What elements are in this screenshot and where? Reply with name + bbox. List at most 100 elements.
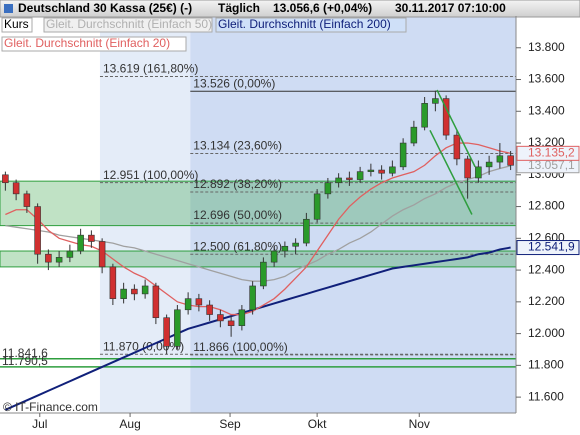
fib-label: 12.892 (38,20%)	[193, 177, 282, 191]
candle-body	[152, 285, 160, 319]
fib-label: 11.870 (0,00%)	[103, 339, 184, 353]
candle-body	[410, 126, 418, 144]
candle-body	[109, 266, 117, 299]
y-tick-label: 12.400	[528, 262, 565, 276]
legend-box	[43, 17, 213, 33]
horizontal-line-label: 11.790,5	[2, 354, 48, 368]
legend-box	[1, 36, 187, 52]
candle-body	[195, 298, 203, 306]
header-timestamp: 30.11.2017 07:10:00	[395, 1, 506, 15]
candle-body	[464, 158, 471, 179]
zone	[0, 250, 517, 268]
candle-body	[184, 298, 192, 311]
price-box	[516, 145, 580, 161]
plot-area: 11.841,611.790,5 13.619 (161,80%) 12.951 (…	[0, 16, 517, 413]
legend-entry: Gleit. Durchschnitt (Einfach 200)	[218, 17, 391, 31]
candle-body	[453, 134, 461, 160]
x-tick-label: Okt	[308, 417, 327, 431]
y-tick-label: 12.200	[528, 294, 565, 308]
candle-body	[12, 182, 20, 195]
candle-body	[163, 317, 170, 347]
fib-label: 12.696 (50,00%)	[193, 208, 282, 222]
price-box-label: 13.057,1	[528, 158, 575, 172]
candle-body	[324, 182, 332, 195]
y-tick-label: 11.600	[528, 389, 564, 403]
y-tick-label: 13.400	[528, 103, 565, 117]
candle-body	[238, 309, 246, 326]
candle-body	[389, 166, 396, 174]
candle-body	[378, 169, 385, 174]
candle-body	[45, 253, 52, 263]
candle-body	[442, 98, 450, 136]
trendline	[429, 130, 473, 215]
price-box-label: 13.135,2	[528, 146, 575, 160]
candle-body	[77, 234, 84, 252]
candle-body	[485, 161, 493, 168]
y-tick-label: 13.600	[528, 72, 565, 86]
candle-body	[2, 174, 9, 184]
horizontal-line-label: 11.841,6	[2, 346, 48, 360]
header-title: Deutschland 30 Kassa (25€) (-)	[18, 1, 192, 15]
candle-body	[356, 171, 364, 180]
header-interval: Täglich	[218, 1, 260, 15]
fib-label: 13.526 (0,00%)	[193, 76, 275, 90]
candle-body	[34, 206, 41, 255]
candle-body	[249, 285, 256, 311]
candle-body	[174, 309, 181, 347]
fib-shade	[190, 16, 516, 413]
x-tick-label: Nov	[409, 417, 430, 431]
candle-body	[421, 103, 428, 128]
candle-body	[432, 98, 439, 104]
candle-body	[206, 304, 213, 315]
legend-entry: Gleit. Durchschnitt (Einfach 20)	[4, 36, 170, 50]
legend-entry: Gleit. Durchschnitt (Einfach 50)	[46, 17, 212, 31]
legend-box	[1, 17, 33, 33]
trendline	[436, 89, 476, 168]
fib-label: 13.619 (161,80%)	[103, 62, 198, 76]
candle-body	[335, 177, 342, 184]
x-tick-label: Aug	[119, 417, 140, 431]
candle-body	[120, 288, 127, 299]
fib-label: 12.500 (61,80%)	[193, 239, 282, 253]
zone	[0, 180, 517, 227]
header-bar	[0, 0, 580, 18]
x-tick-label: Jul	[32, 417, 47, 431]
candle-body	[399, 142, 407, 168]
price-box-label: 12.541,9	[528, 240, 575, 254]
candle-body	[98, 241, 106, 268]
candle-body	[227, 320, 235, 326]
fib-label: 12.951 (100,00%)	[103, 168, 198, 182]
candle-body	[141, 285, 149, 295]
candle-body	[270, 250, 278, 263]
candle-body	[55, 257, 63, 263]
y-tick-label: 11.800	[528, 358, 564, 372]
candle-body	[260, 261, 267, 287]
candle-body	[313, 193, 321, 220]
icon	[4, 4, 13, 13]
candle-body	[292, 242, 299, 247]
y-tick-label: 13.800	[528, 40, 565, 54]
candle-body	[131, 288, 138, 295]
x-tick-label: Sep	[219, 417, 241, 431]
candle-body	[346, 177, 353, 180]
legend-entry: Kurs	[4, 17, 29, 31]
candle-body	[23, 193, 31, 207]
y-tick-label: 12.800	[528, 199, 565, 213]
fib-label: 11.866 (100,00%)	[193, 340, 288, 354]
candle-body	[496, 155, 504, 163]
candle-body	[281, 245, 289, 252]
candle-body	[367, 169, 375, 172]
y-tick-label: 13.200	[528, 135, 565, 149]
ma-line	[5, 142, 511, 316]
y-tick-label: 12.000	[528, 326, 565, 340]
price-box	[516, 240, 580, 256]
candle-body	[217, 314, 224, 322]
header-quote: 13.056,6 (+0,04%)	[273, 1, 372, 15]
fib-label: 13.134 (23,60%)	[193, 139, 282, 153]
copyright: © IT-Finance.com	[3, 400, 98, 414]
legend-box	[215, 17, 407, 33]
candle-body	[66, 250, 74, 258]
candle-body	[475, 166, 482, 179]
candle-body	[88, 234, 95, 242]
